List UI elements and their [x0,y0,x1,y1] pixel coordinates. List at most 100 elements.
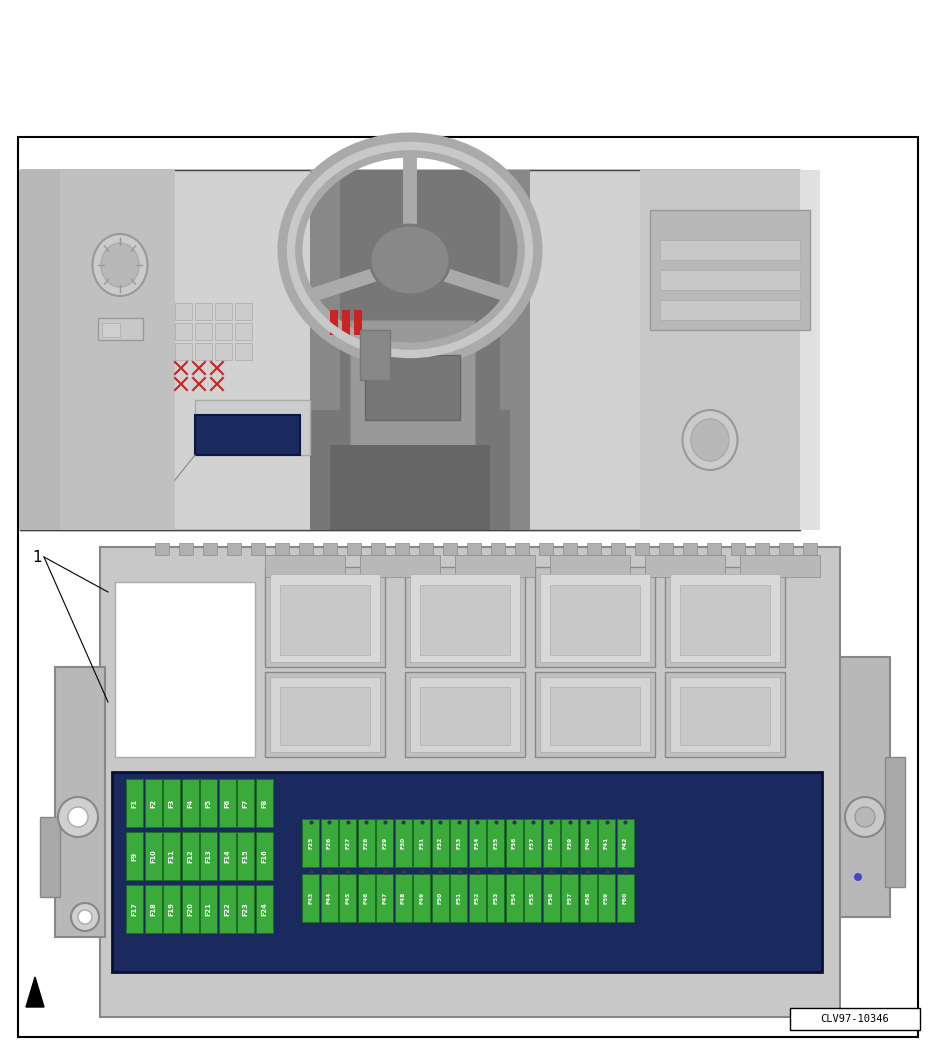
Bar [18,137,918,1037]
Bar [524,819,541,867]
Text: F17: F17 [131,902,138,915]
Bar [175,323,192,340]
Bar [20,170,800,530]
Bar [731,543,745,555]
Bar [790,1008,920,1030]
Bar [431,819,448,867]
Bar [255,780,273,827]
Bar [195,303,212,320]
Text: F18: F18 [150,902,156,915]
Bar [342,310,350,335]
Bar [640,170,820,530]
Bar [561,874,578,922]
Bar [420,687,510,746]
Bar [800,170,820,530]
Bar [803,543,817,555]
Bar [550,555,630,577]
Ellipse shape [93,234,147,296]
Bar [181,832,199,880]
Bar [144,832,161,880]
Text: F34: F34 [475,837,479,850]
Text: CLV97-10346: CLV97-10346 [821,1014,889,1024]
Circle shape [68,807,88,827]
Bar [195,343,212,360]
Bar [163,885,180,933]
Text: F3: F3 [169,799,174,807]
Bar [235,343,252,360]
Bar [255,832,273,880]
Bar [126,885,143,933]
Bar [395,874,412,922]
Bar [155,543,169,555]
Text: F46: F46 [364,892,369,904]
Bar [487,819,504,867]
Text: F21: F21 [205,902,211,915]
Bar [179,543,193,555]
Bar [542,819,559,867]
Bar [524,874,541,922]
Bar [126,832,143,880]
Bar [410,676,520,752]
Text: F45: F45 [345,892,350,904]
Bar [443,543,457,555]
Text: F43: F43 [308,892,313,904]
Circle shape [58,796,98,837]
Bar [195,415,300,455]
Bar [515,543,529,555]
Text: F60: F60 [623,892,628,904]
Bar [163,832,180,880]
Text: F28: F28 [364,837,369,850]
Bar [219,832,235,880]
Text: F39: F39 [567,837,572,849]
Bar [339,874,356,922]
Bar [598,874,615,922]
Text: F52: F52 [475,892,479,904]
Bar [163,780,180,827]
Bar [840,657,890,917]
Bar [280,585,370,655]
Bar [175,343,192,360]
Bar [455,555,535,577]
Text: F11: F11 [169,850,174,862]
Bar [237,780,254,827]
Bar [275,543,289,555]
Bar [195,400,310,455]
Bar [126,780,143,827]
Bar [779,543,793,555]
Text: 1: 1 [32,549,41,565]
Bar [115,582,255,757]
Bar [680,687,770,746]
Bar [371,543,385,555]
Bar [255,885,273,933]
Bar [740,555,820,577]
Text: F25: F25 [308,837,313,850]
Bar [650,210,810,330]
Text: F29: F29 [382,837,387,849]
Circle shape [845,796,885,837]
Bar [203,543,217,555]
Text: F33: F33 [456,837,461,850]
Bar [144,885,161,933]
Text: F22: F22 [224,902,230,915]
Circle shape [71,903,99,931]
Bar [660,240,800,260]
Bar [580,819,597,867]
Bar [680,585,770,655]
Bar [340,170,500,530]
Bar [100,547,840,1017]
Bar [707,543,721,555]
Text: F41: F41 [604,837,609,850]
Bar [357,819,374,867]
Bar [450,819,467,867]
Bar [265,567,385,667]
Bar [659,543,673,555]
Bar [587,543,601,555]
Bar [611,543,625,555]
Bar [660,270,800,290]
Bar [405,567,525,667]
Text: F7: F7 [243,799,249,807]
Bar [215,323,232,340]
Text: F59: F59 [604,892,609,904]
Bar [321,874,338,922]
Bar [467,543,481,555]
